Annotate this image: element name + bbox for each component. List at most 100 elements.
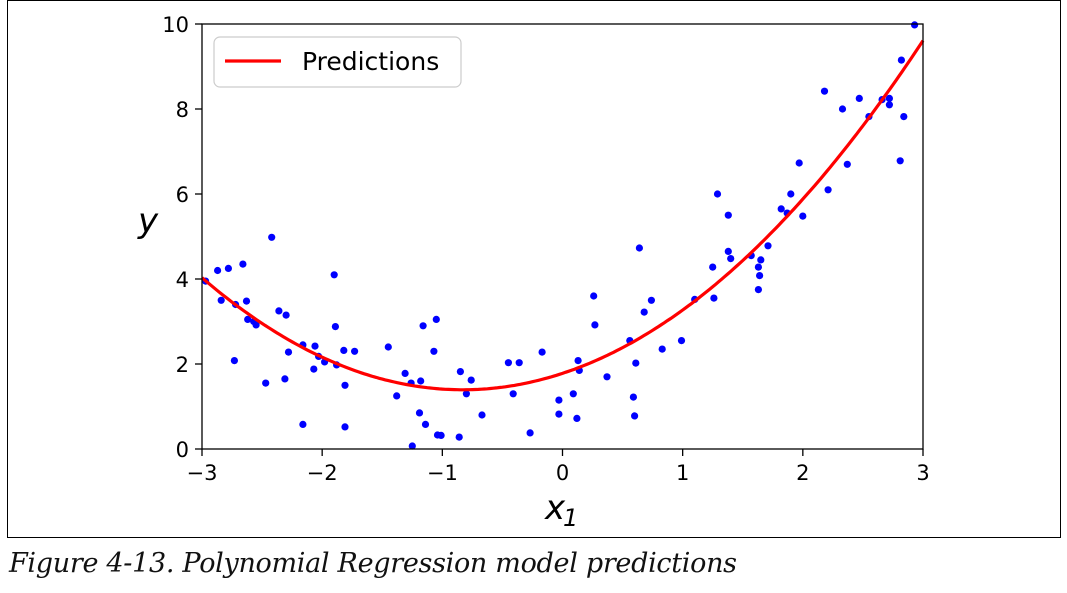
figure-frame xyxy=(7,0,1061,538)
data-point xyxy=(658,345,666,353)
data-point xyxy=(408,442,416,450)
data-point xyxy=(478,411,486,419)
x-tick-label: 0 xyxy=(556,461,569,485)
data-point xyxy=(456,368,464,376)
data-point xyxy=(224,264,232,272)
predictions-curve xyxy=(200,39,925,392)
data-point xyxy=(591,321,599,329)
data-point xyxy=(754,263,763,271)
data-point xyxy=(284,348,293,356)
data-point xyxy=(275,307,283,315)
data-point xyxy=(727,255,735,263)
data-point xyxy=(214,266,222,275)
x-axis-label-main: x xyxy=(544,488,566,528)
legend-label-predictions: Predictions xyxy=(302,47,439,76)
y-tick-label: 4 xyxy=(176,268,189,292)
data-point xyxy=(820,87,829,95)
data-point xyxy=(710,294,718,302)
scatter-points xyxy=(202,21,919,450)
x-axis-label-subscript: 1 xyxy=(563,504,578,532)
data-point xyxy=(311,342,319,350)
data-point xyxy=(756,272,764,280)
data-point xyxy=(419,322,427,330)
data-point xyxy=(281,375,289,383)
x-tick-label: 3 xyxy=(916,461,929,485)
data-point xyxy=(855,94,863,102)
x-tick-label: 1 xyxy=(676,461,689,485)
data-point xyxy=(897,56,906,64)
data-point xyxy=(795,159,803,167)
data-point xyxy=(268,233,276,241)
data-point xyxy=(252,321,260,329)
data-point xyxy=(401,369,409,377)
data-point xyxy=(239,260,247,268)
data-point xyxy=(787,190,795,198)
data-point xyxy=(538,348,546,356)
x-tick-label: 2 xyxy=(796,461,809,485)
data-point xyxy=(455,433,463,441)
x-axis-label: x 1 xyxy=(544,488,578,532)
x-tick-label: −2 xyxy=(307,461,338,485)
data-point xyxy=(262,379,270,387)
data-point xyxy=(526,429,534,437)
data-point xyxy=(340,346,348,354)
data-point xyxy=(900,113,908,121)
data-point xyxy=(640,308,648,316)
data-point xyxy=(555,410,563,418)
data-point xyxy=(573,414,581,422)
data-point xyxy=(824,186,832,194)
data-point xyxy=(777,205,785,213)
data-point xyxy=(632,359,640,367)
data-point xyxy=(421,420,430,428)
data-point xyxy=(799,212,807,220)
data-point xyxy=(724,247,732,255)
y-tick-label: 2 xyxy=(176,353,189,377)
data-point xyxy=(242,297,251,305)
data-point xyxy=(310,365,318,373)
data-point xyxy=(331,323,339,331)
data-point xyxy=(631,412,639,420)
data-point xyxy=(885,101,894,109)
data-point xyxy=(896,157,904,165)
data-point xyxy=(462,390,470,398)
data-point xyxy=(555,396,563,404)
data-point xyxy=(393,392,401,400)
plot-area-frame xyxy=(201,23,924,450)
data-point xyxy=(341,381,349,389)
data-point xyxy=(754,286,763,294)
data-point xyxy=(677,337,686,345)
figure-caption: Figure 4-13. Polynomial Regression model… xyxy=(9,548,737,579)
data-point xyxy=(351,347,359,355)
data-point xyxy=(430,347,438,355)
data-point xyxy=(764,242,772,250)
data-point xyxy=(432,315,440,323)
data-point xyxy=(417,377,425,385)
polynomial-regression-chart: −3 −2 −1 0 1 2 3 0 2 4 6 8 10 Predictions y x 1 xyxy=(137,13,930,532)
data-point xyxy=(341,423,349,431)
data-point xyxy=(299,420,307,428)
data-point xyxy=(603,373,611,381)
axis-ticks: −3 −2 −1 0 1 2 3 0 2 4 6 8 10 xyxy=(162,13,929,485)
data-point xyxy=(911,21,919,29)
data-point xyxy=(244,315,252,323)
data-point xyxy=(647,296,656,304)
data-point xyxy=(282,311,290,319)
legend-box xyxy=(213,36,462,88)
data-point xyxy=(838,105,847,113)
data-point xyxy=(415,409,424,417)
data-point xyxy=(569,390,577,398)
x-tick-label: −3 xyxy=(187,461,218,485)
data-point xyxy=(217,296,225,304)
data-point xyxy=(230,357,238,365)
y-tick-label: 8 xyxy=(176,98,189,122)
y-tick-label: 0 xyxy=(176,438,189,462)
data-point xyxy=(724,211,732,219)
data-point xyxy=(885,94,894,102)
data-point xyxy=(635,244,644,252)
data-point xyxy=(467,376,475,384)
data-point xyxy=(590,292,598,300)
data-point xyxy=(757,256,765,264)
data-point xyxy=(509,390,517,398)
data-point xyxy=(515,359,523,367)
x-tick-label: −1 xyxy=(427,461,458,485)
